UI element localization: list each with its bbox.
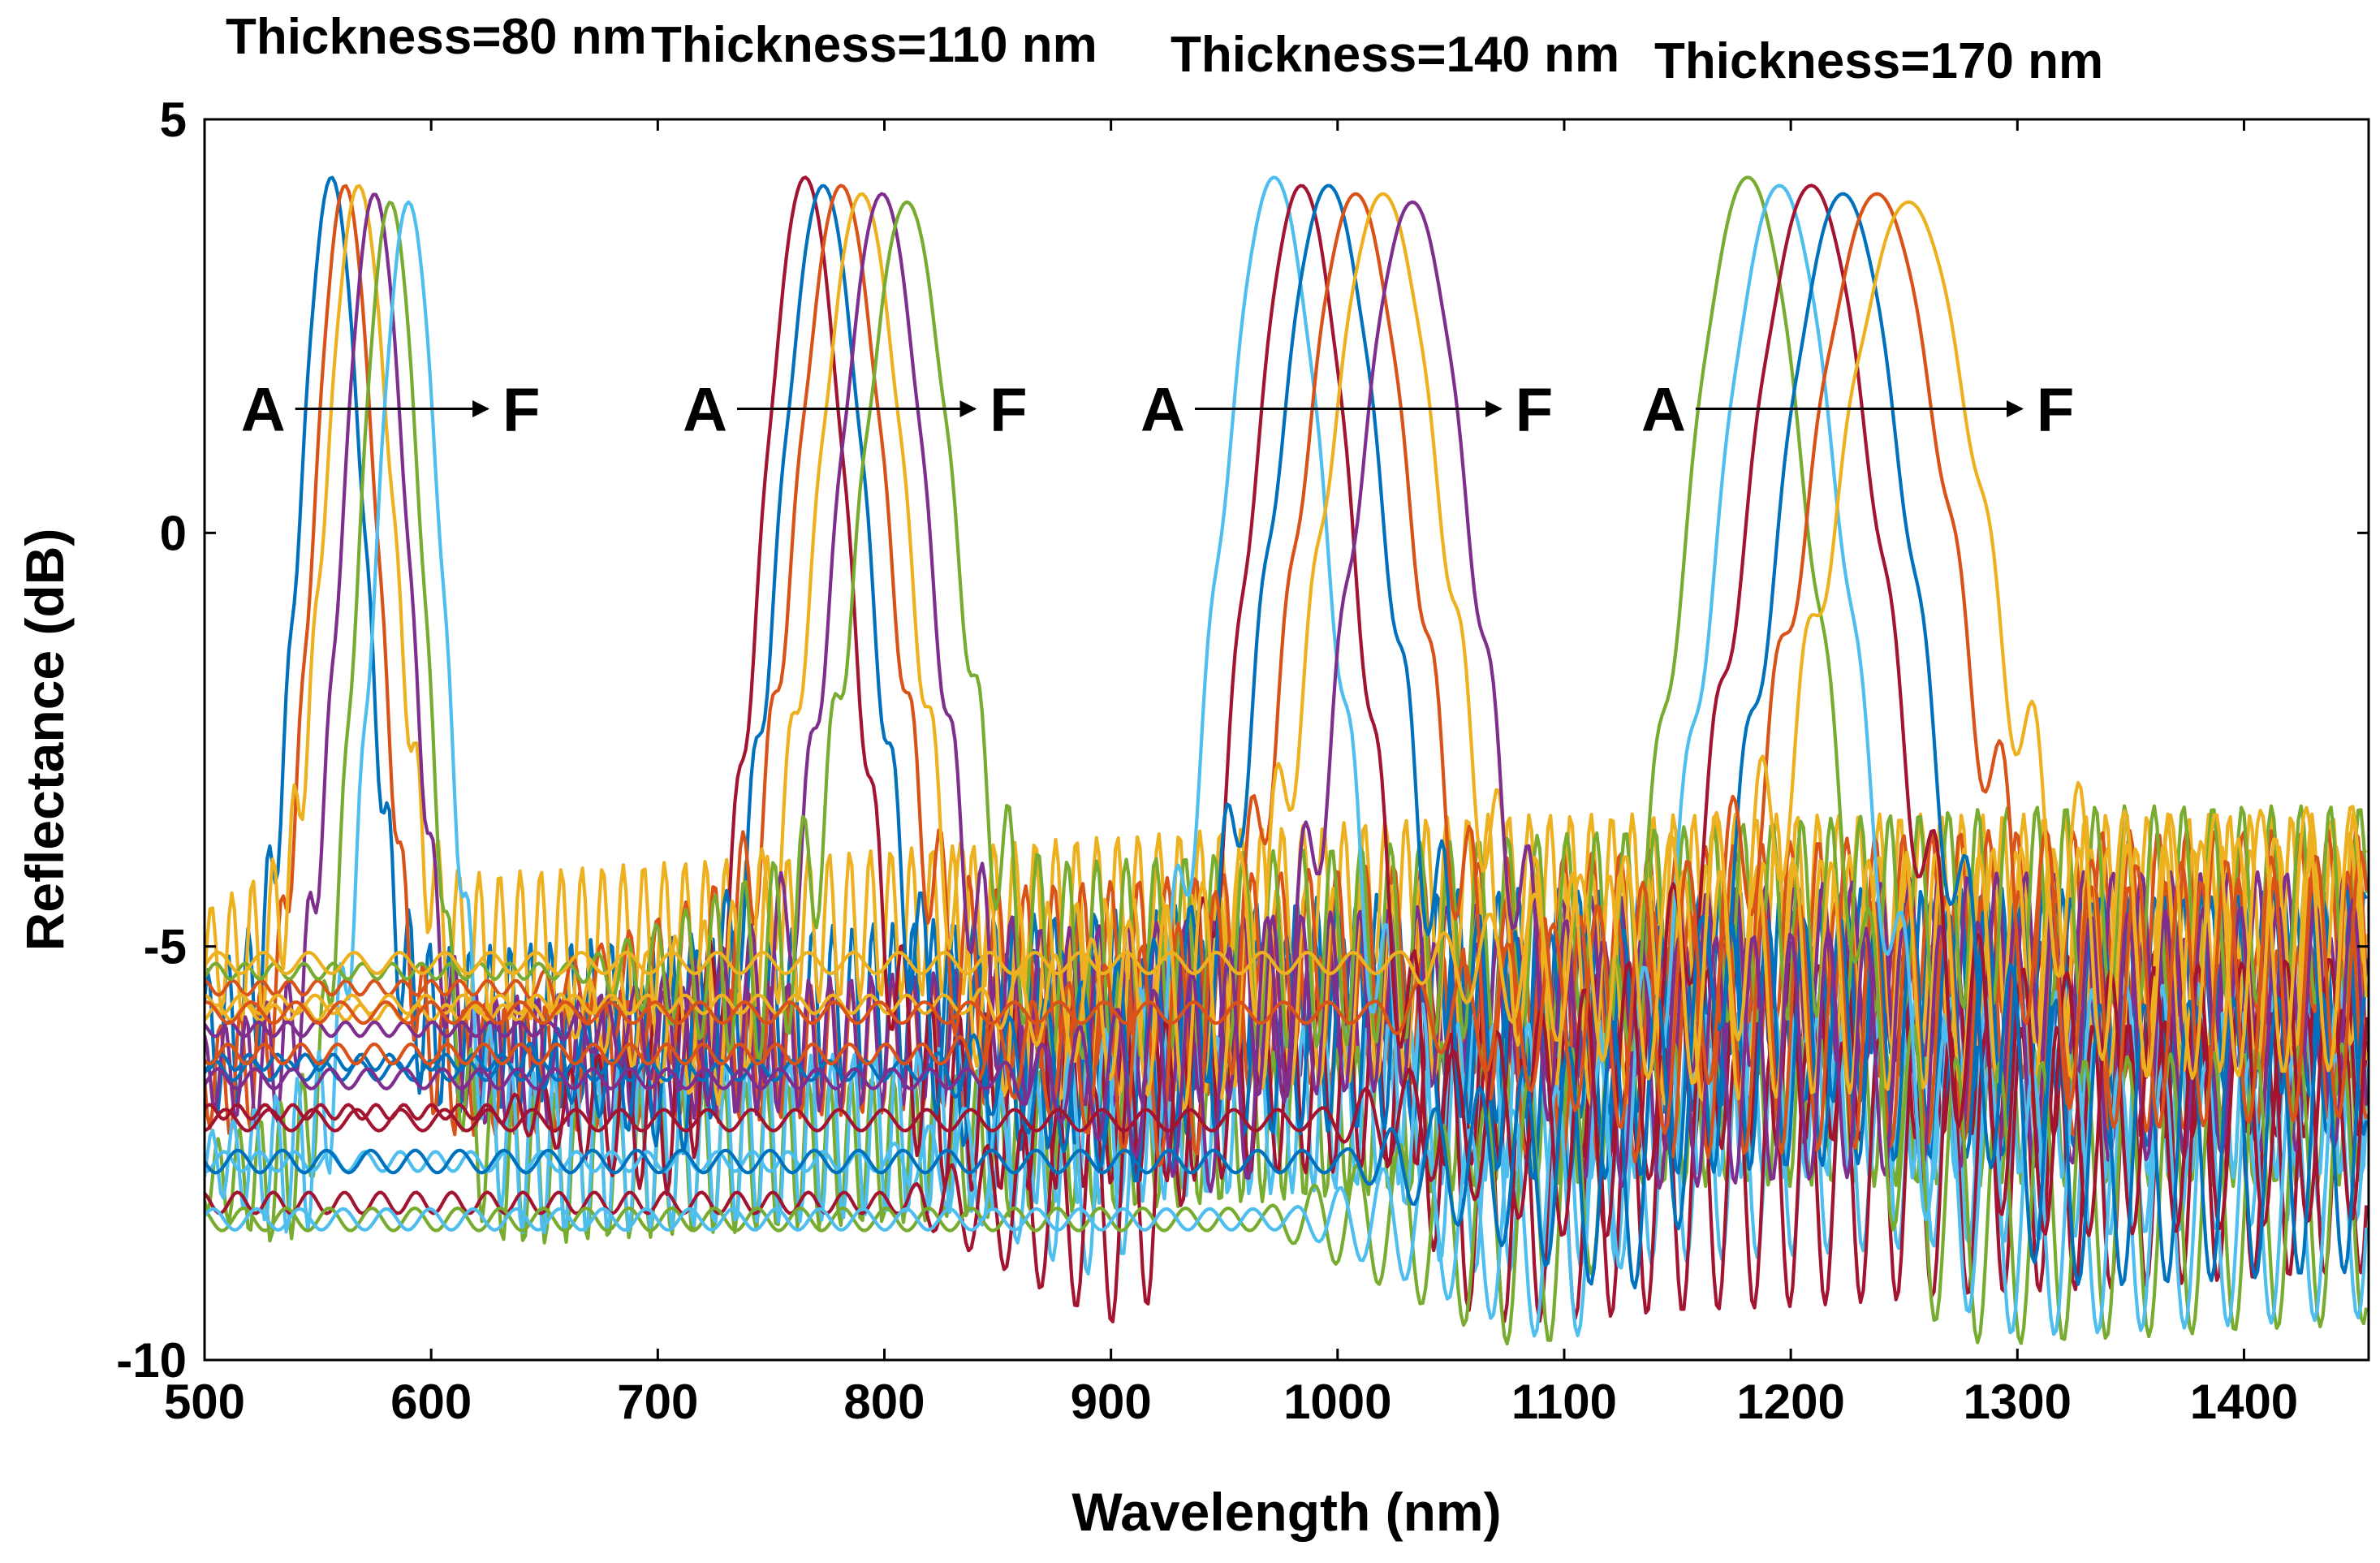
x-tick-label: 600 [390,1375,472,1429]
y-tick-label: 5 [160,93,187,147]
y-tick-label: 0 [160,506,187,560]
x-tick-label: 700 [617,1375,698,1429]
annotation-end-label: F [502,376,540,445]
series-line-group4-c [205,184,2369,1239]
y-tick-label: -10 [116,1333,187,1388]
series-line-group4-f [205,200,2369,1086]
plot-frame [203,118,2370,1362]
annotation-end-label: F [1516,376,1553,445]
series-line-group4-a [205,175,2369,1346]
series-line-group3-a [205,175,2369,1276]
series-layer [205,175,2369,1346]
series-line-group3-d [205,192,2369,1168]
annotation-end-label: F [990,376,1027,445]
x-tick-label: 900 [1071,1375,1152,1429]
y-axis-title: Reflectance (dB) [15,529,75,952]
x-tick-label: 1400 [2190,1375,2298,1429]
x-tick-label: 1000 [1283,1375,1391,1429]
series-line-group1-c [205,184,2369,1021]
annotation-start-label: A [1140,376,1185,445]
x-tick-label: 500 [164,1375,245,1429]
x-axis-title: Wavelength (nm) [1071,1482,1501,1542]
group-label-thickness-80: Thickness=80 nm [226,9,647,65]
annotation-start-label: A [241,376,286,445]
annotation-end-label: F [2037,376,2074,445]
series-line-group4-b [205,184,2369,1338]
group-label-thickness-140: Thickness=140 nm [1171,27,1619,83]
axes-layer: 500 600 700 800 900 1000 1100 1200 1300 1400 -10 -5… [116,93,2370,1429]
series-line-group3-f [205,200,2369,1194]
series-line-group2-f [205,200,2369,1065]
annotation-start-label: A [683,376,727,445]
series-line-group4-e [205,192,2369,1135]
x-tick-label: 1200 [1736,1375,1844,1429]
x-tick-label: 1100 [1511,1375,1617,1429]
x-tick-label: 1300 [1964,1375,2072,1429]
annotation-start-label: A [1641,376,1686,445]
group-label-thickness-170: Thickness=170 nm [1654,33,2103,89]
y-tick-label: -5 [144,920,187,974]
series-line-group4-d [205,192,2369,1289]
x-tick-label: 800 [843,1375,925,1429]
group-label-thickness-110: Thickness=110 nm [651,17,1097,73]
